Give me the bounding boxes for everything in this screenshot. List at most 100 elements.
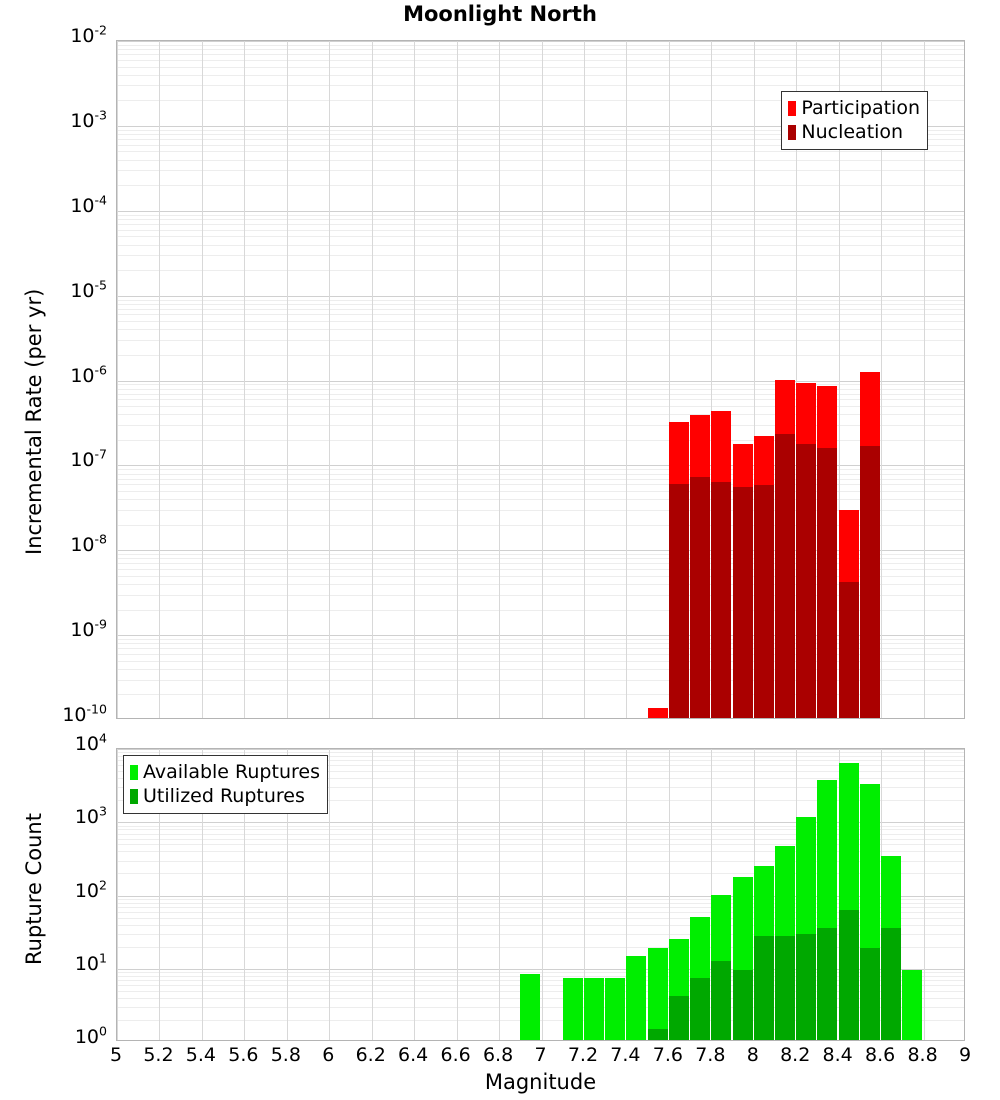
bar	[690, 749, 710, 1040]
bar	[584, 749, 604, 1040]
x-axis-tick-label: 6.8	[482, 1044, 514, 1066]
bar	[648, 41, 668, 718]
bar-segment-inner	[775, 936, 795, 1040]
x-axis-tick-label: 6.2	[355, 1044, 386, 1066]
bar	[520, 749, 540, 1040]
y-axis-tick-label: 101	[74, 950, 107, 975]
bar	[902, 749, 922, 1040]
bar	[796, 749, 816, 1040]
page-title: Moonlight North	[403, 2, 597, 26]
bar	[669, 749, 689, 1040]
y-axis-tick-label: 10-8	[70, 531, 107, 557]
x-axis-tick-label: 8	[746, 1044, 759, 1066]
x-axis-tick-label: 7.8	[695, 1044, 726, 1066]
y-axis-tick-label: 10-7	[70, 447, 107, 472]
bar	[754, 749, 774, 1040]
x-axis-tick-label: 5.2	[143, 1044, 174, 1066]
grid-bottom	[117, 749, 964, 1040]
bar	[796, 41, 816, 718]
bar-segment-outer	[648, 948, 668, 1040]
y-axis-tick-label: 10-2	[70, 22, 107, 47]
x-axis-label: Magnitude	[484, 1070, 597, 1094]
bar	[669, 41, 689, 718]
bar	[648, 749, 668, 1040]
bar-segment-outer	[648, 708, 668, 718]
x-axis-tick-label: 5.8	[270, 1044, 301, 1066]
legend-rupture-count: Available Ruptures Utilized Ruptures	[123, 755, 328, 814]
x-axis-tick-label: 6.4	[398, 1044, 429, 1066]
bar	[817, 41, 837, 718]
bar-segment-inner	[733, 970, 753, 1040]
legend-label-nucleation: Nucleation	[801, 121, 904, 143]
bar-segment-inner	[839, 582, 859, 718]
bar-segment-inner	[839, 909, 859, 1040]
participation-swatch-icon	[788, 100, 797, 116]
nucleation-swatch-icon	[788, 124, 797, 140]
bar	[817, 749, 837, 1040]
legend-label-utilized-ruptures: Utilized Ruptures	[143, 785, 305, 807]
bar-segment-outer	[902, 970, 922, 1040]
bar	[605, 749, 625, 1040]
bars-bottom	[117, 749, 964, 1040]
y-axis-tick-label: 10-5	[70, 277, 107, 302]
bar-segment-inner	[817, 927, 837, 1040]
x-axis-tick-label: 7.4	[610, 1044, 641, 1066]
bar-segment-inner	[711, 960, 731, 1040]
bar-segment-inner	[796, 443, 816, 718]
available-ruptures-swatch-icon	[130, 764, 138, 780]
bar-segment-inner	[754, 485, 774, 718]
bar	[839, 41, 859, 718]
bar-segment-inner	[690, 476, 710, 718]
bar-segment-inner	[817, 448, 837, 718]
bar	[775, 41, 795, 718]
bar-segment-outer	[520, 973, 540, 1040]
x-axis-tick-label: 8.6	[864, 1044, 896, 1066]
bar-segment-inner	[881, 927, 901, 1040]
y-axis-tick-label: 10-3	[70, 107, 107, 132]
utilized-ruptures-swatch-icon	[130, 788, 138, 804]
bar-segment-outer	[605, 978, 625, 1040]
bar	[881, 749, 901, 1040]
bar	[860, 749, 880, 1040]
bar	[775, 749, 795, 1040]
x-axis-tick-label: 5.6	[228, 1044, 259, 1066]
bar-segment-outer	[626, 956, 646, 1040]
bar-segment-inner	[669, 995, 689, 1040]
y-axis-tick-label: 10-9	[70, 616, 107, 642]
x-axis-tick-label: 9	[958, 1044, 972, 1066]
legend-label-participation: Participation	[801, 97, 920, 119]
bar-segment-outer	[584, 978, 604, 1040]
bar	[733, 41, 753, 718]
x-axis-tick-label: 8.8	[907, 1044, 938, 1066]
x-axis-tick-label: 5	[109, 1044, 123, 1066]
legend-item-participation: Participation	[788, 96, 920, 120]
bar	[626, 749, 646, 1040]
bar	[860, 41, 880, 718]
x-axis-tick-label: 5.4	[185, 1044, 216, 1066]
rupture-count-plot: Available Ruptures Utilized Ruptures	[116, 748, 965, 1041]
bar	[839, 749, 859, 1040]
x-axis-tick-label: 8.2	[780, 1044, 811, 1066]
x-axis-tick-label: 6.6	[440, 1044, 471, 1066]
bar-segment-outer	[563, 978, 583, 1040]
legend-item-nucleation: Nucleation	[788, 120, 920, 144]
y-axis-tick-label: 10-10	[62, 701, 107, 726]
bars-top	[117, 41, 964, 718]
grid-top	[117, 41, 964, 718]
bar	[733, 749, 753, 1040]
y-axis-tick-label: 104	[74, 730, 107, 755]
y-axis-tick-label: 102	[74, 877, 107, 902]
legend-label-available-ruptures: Available Ruptures	[143, 761, 320, 783]
bar	[711, 41, 731, 718]
y-axis-tick-label: 10-4	[70, 192, 107, 217]
x-axis-tick-label: 6	[322, 1044, 335, 1066]
bar-segment-inner	[775, 434, 795, 718]
bar	[690, 41, 710, 718]
y-axis-tick-label: 103	[74, 803, 107, 829]
x-axis-tick-label: 8.4	[822, 1044, 853, 1066]
bar-segment-inner	[860, 948, 880, 1040]
bar-segment-inner	[860, 446, 880, 718]
incremental-rate-plot: Participation Nucleation	[116, 40, 965, 719]
y-axis-tick-label: 10-6	[70, 362, 107, 387]
